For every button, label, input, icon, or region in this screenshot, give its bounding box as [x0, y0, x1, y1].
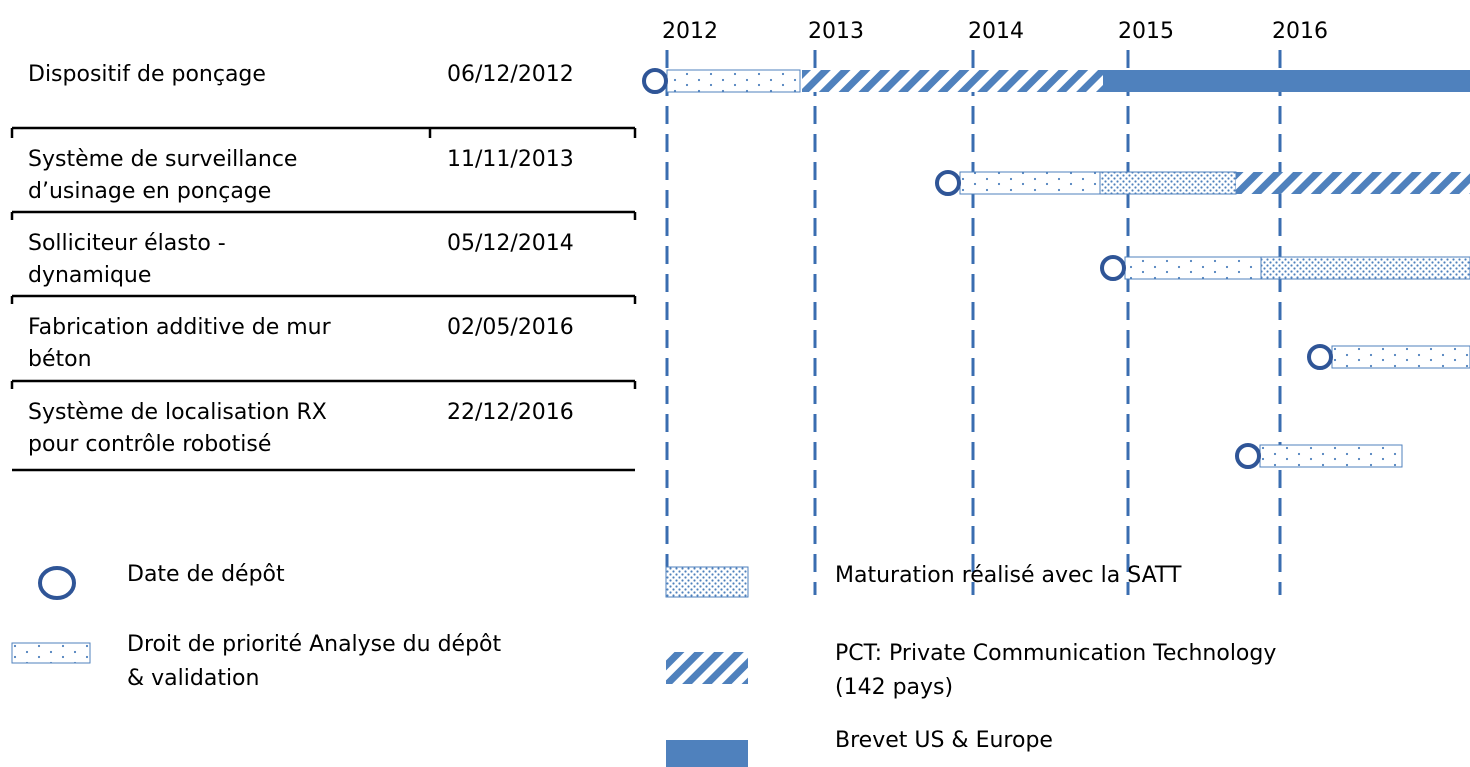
year-label: 2012 [662, 19, 718, 44]
legend-label: & validation [127, 666, 259, 691]
row-date: 11/11/2013 [447, 147, 574, 172]
row-name: Solliciteur élasto - [28, 231, 226, 256]
year-label: 2014 [968, 19, 1024, 44]
row-date: 05/12/2014 [447, 231, 574, 256]
row-name: Fabrication additive de mur [28, 315, 332, 340]
year-label: 2016 [1272, 19, 1328, 44]
year-label: 2013 [808, 19, 864, 44]
row-date: 02/05/2016 [447, 315, 574, 340]
legend-label: Droit de priorité Analyse du dépôt [127, 632, 502, 657]
row-name: dynamique [28, 263, 151, 288]
timeline-grid [665, 50, 1282, 595]
bars [642, 68, 1470, 469]
row-name: pour contrôle robotisé [28, 432, 271, 457]
legend-label: (142 pays) [835, 675, 953, 700]
legend-label: Brevet US & Europe [835, 728, 1053, 753]
row-name: Dispositif de ponçage [28, 62, 266, 87]
row-name: Système de localisation RX [28, 400, 327, 425]
row-date: 06/12/2012 [447, 62, 574, 87]
row-date: 22/12/2016 [447, 400, 574, 425]
legend-label: Date de dépôt [127, 562, 285, 587]
row-name: d’usinage en ponçage [28, 179, 271, 204]
row-name: béton [28, 347, 92, 372]
legend-label: PCT: Private Communication Technology [835, 641, 1276, 666]
row-name: Système de surveillance [28, 147, 297, 172]
legend-label: Maturation réalisé avec la SATT [835, 563, 1182, 588]
table [10, 126, 637, 472]
year-label: 2015 [1118, 19, 1174, 44]
legend-symbols [11, 566, 749, 767]
